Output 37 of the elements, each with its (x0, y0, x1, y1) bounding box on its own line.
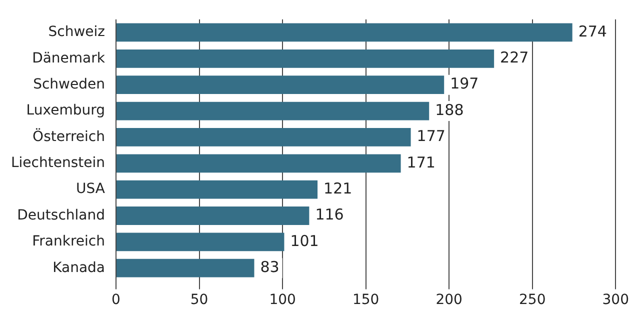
data-label: 101 (290, 232, 319, 250)
y-tick-label: Österreich (32, 128, 106, 145)
y-tick-label: Schweiz (48, 24, 106, 40)
bar (116, 102, 430, 120)
data-label: 171 (406, 153, 436, 172)
data-label: 83 (260, 258, 280, 276)
x-tick-label: 150 (352, 292, 380, 308)
bar (116, 76, 444, 94)
x-tick-label: 0 (112, 292, 120, 308)
bar (116, 128, 411, 146)
y-tick-label: Deutschland (17, 207, 106, 224)
y-tick-label: Schweden (33, 76, 106, 92)
x-tick-label: 50 (190, 292, 208, 308)
data-label: 188 (435, 100, 464, 119)
data-label: 227 (500, 48, 529, 67)
bar (116, 23, 572, 42)
bar (116, 232, 284, 252)
x-tick-label: 200 (436, 292, 462, 308)
bar (116, 49, 494, 68)
x-tick-label: 300 (602, 292, 630, 308)
bar (116, 206, 310, 225)
y-tick-label: Frankreich (32, 234, 106, 250)
x-tick-label: 100 (269, 292, 296, 308)
bar (116, 258, 254, 278)
y-tick-label: USA (76, 181, 106, 198)
y-tick-label: Liechtenstein (10, 155, 106, 172)
y-tick-label: Luxemburg (26, 102, 106, 119)
bar (116, 154, 401, 173)
x-tick-label: 250 (519, 292, 546, 308)
y-tick-label: Kanada (52, 260, 106, 276)
data-label: 197 (450, 74, 479, 93)
data-label: 121 (324, 179, 352, 198)
y-tick-label: Dänemark (32, 50, 106, 66)
bar (116, 180, 318, 199)
data-label: 116 (315, 206, 344, 224)
data-label: 177 (416, 127, 446, 146)
data-label: 274 (578, 22, 607, 40)
